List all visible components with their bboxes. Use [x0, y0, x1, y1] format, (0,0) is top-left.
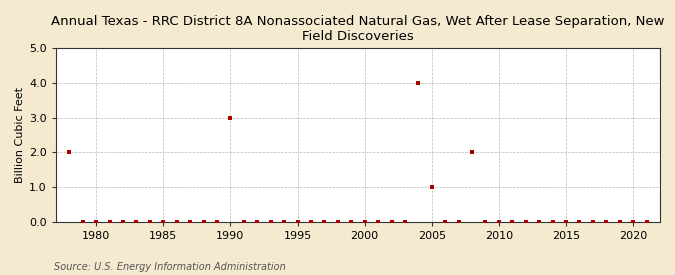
Point — [574, 219, 585, 224]
Point — [292, 219, 303, 224]
Point — [507, 219, 518, 224]
Y-axis label: Billion Cubic Feet: Billion Cubic Feet — [15, 87, 25, 183]
Point — [400, 219, 410, 224]
Point — [78, 219, 88, 224]
Point — [641, 219, 652, 224]
Point — [453, 219, 464, 224]
Point — [64, 150, 75, 155]
Point — [373, 219, 383, 224]
Point — [614, 219, 625, 224]
Point — [225, 116, 236, 120]
Point — [171, 219, 182, 224]
Point — [386, 219, 397, 224]
Point — [628, 219, 639, 224]
Point — [319, 219, 330, 224]
Point — [440, 219, 451, 224]
Point — [198, 219, 209, 224]
Point — [185, 219, 196, 224]
Point — [480, 219, 491, 224]
Point — [561, 219, 572, 224]
Title: Annual Texas - RRC District 8A Nonassociated Natural Gas, Wet After Lease Separa: Annual Texas - RRC District 8A Nonassoci… — [51, 15, 665, 43]
Point — [131, 219, 142, 224]
Point — [332, 219, 343, 224]
Point — [212, 219, 223, 224]
Point — [359, 219, 370, 224]
Point — [104, 219, 115, 224]
Point — [265, 219, 276, 224]
Point — [91, 219, 102, 224]
Point — [601, 219, 612, 224]
Point — [144, 219, 155, 224]
Point — [587, 219, 598, 224]
Point — [547, 219, 558, 224]
Point — [117, 219, 128, 224]
Point — [466, 150, 477, 155]
Point — [493, 219, 504, 224]
Point — [427, 185, 437, 189]
Point — [520, 219, 531, 224]
Point — [279, 219, 290, 224]
Point — [306, 219, 317, 224]
Point — [238, 219, 249, 224]
Point — [158, 219, 169, 224]
Point — [534, 219, 545, 224]
Point — [346, 219, 356, 224]
Point — [252, 219, 263, 224]
Point — [413, 81, 424, 85]
Text: Source: U.S. Energy Information Administration: Source: U.S. Energy Information Administ… — [54, 262, 286, 272]
